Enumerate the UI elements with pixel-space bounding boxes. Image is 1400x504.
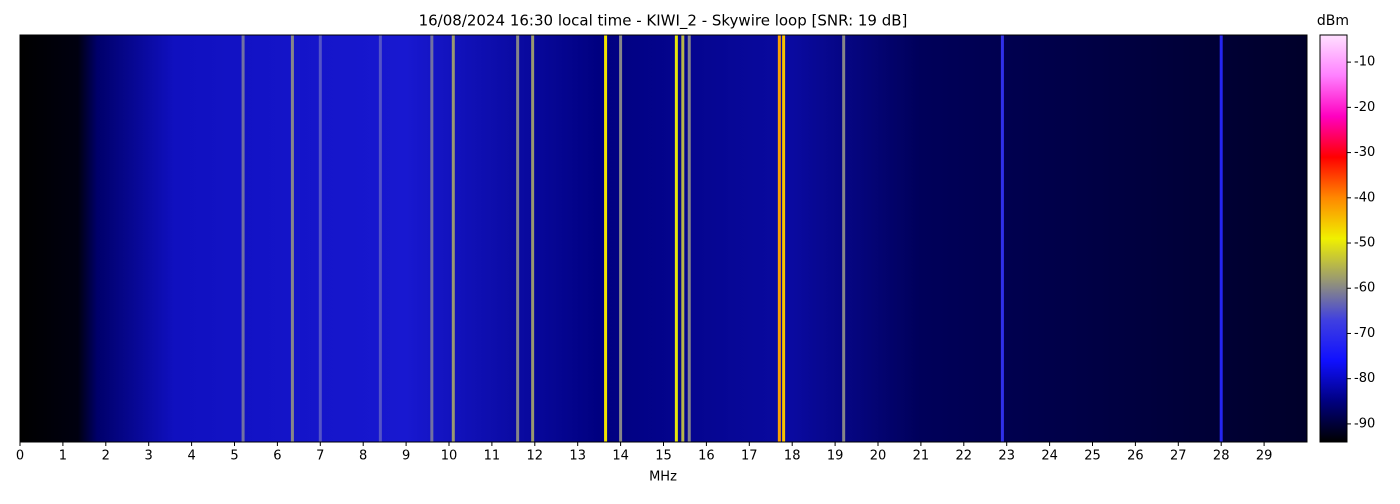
colorbar-tick-label: -60 (1354, 281, 1375, 296)
signal-line (378, 35, 382, 442)
x-tick-label: 26 (1127, 449, 1144, 464)
x-tick-label: 27 (1170, 449, 1187, 464)
x-tick-label: 19 (827, 449, 844, 464)
signal-line (531, 35, 535, 442)
colorbar (1319, 34, 1348, 443)
x-tick-label: 6 (273, 449, 281, 464)
x-tick-label: 7 (316, 449, 324, 464)
signal-line (777, 35, 781, 442)
colorbar-tick-label: -70 (1354, 326, 1375, 341)
x-tick-label: 2 (102, 449, 110, 464)
signal-line (674, 35, 678, 442)
x-tick-label: 15 (655, 449, 672, 464)
x-tick-label: 9 (402, 449, 410, 464)
signal-line (619, 35, 623, 442)
x-tick-label: 23 (998, 449, 1015, 464)
x-tick-label: 25 (1084, 449, 1101, 464)
x-tick-label: 17 (741, 449, 758, 464)
colorbar-tick-label: -40 (1354, 190, 1375, 205)
x-tick-label: 29 (1256, 449, 1273, 464)
colorbar-label: dBm (1317, 13, 1349, 29)
signal-line (290, 35, 294, 442)
noise-floor (20, 35, 1307, 442)
signal-line (516, 35, 520, 442)
x-axis-label: MHz (649, 470, 677, 485)
signal-line (687, 35, 691, 442)
colorbar-tick-label: -10 (1354, 55, 1375, 70)
x-tick-label: 1 (59, 449, 67, 464)
chart-title: 16/08/2024 16:30 local time - KIWI_2 - S… (419, 12, 908, 31)
x-tick-label: 0 (16, 449, 24, 464)
colorbar-tick-label: -90 (1354, 416, 1375, 431)
signal-line (241, 35, 245, 442)
x-tick-label: 24 (1041, 449, 1058, 464)
x-tick-label: 13 (569, 449, 586, 464)
x-tick-label: 21 (913, 449, 930, 464)
x-tick-label: 22 (956, 449, 973, 464)
signal-line (681, 35, 685, 442)
signal-line (782, 35, 786, 442)
signal-line (604, 35, 608, 442)
signal-line (451, 35, 455, 442)
signal-line (1219, 35, 1223, 442)
signal-line (842, 35, 846, 442)
x-tick-label: 8 (359, 449, 367, 464)
x-tick-label: 16 (698, 449, 715, 464)
colorbar-tick-label: -80 (1354, 371, 1375, 386)
signal-line (1000, 35, 1004, 442)
x-tick-label: 20 (870, 449, 887, 464)
signal-line (318, 35, 322, 442)
colorbar-tick-label: -20 (1354, 100, 1375, 115)
x-tick-label: 5 (230, 449, 238, 464)
signal-line (430, 35, 434, 442)
x-tick-label: 28 (1213, 449, 1230, 464)
x-tick-label: 10 (441, 449, 458, 464)
x-tick-label: 12 (527, 449, 544, 464)
x-tick-label: 14 (612, 449, 629, 464)
colorbar-tick-label: -50 (1354, 236, 1375, 251)
x-tick-label: 4 (187, 449, 195, 464)
x-tick-label: 3 (145, 449, 153, 464)
x-tick-label: 11 (484, 449, 501, 464)
colorbar-tick-label: -30 (1354, 145, 1375, 160)
x-tick-label: 18 (784, 449, 801, 464)
